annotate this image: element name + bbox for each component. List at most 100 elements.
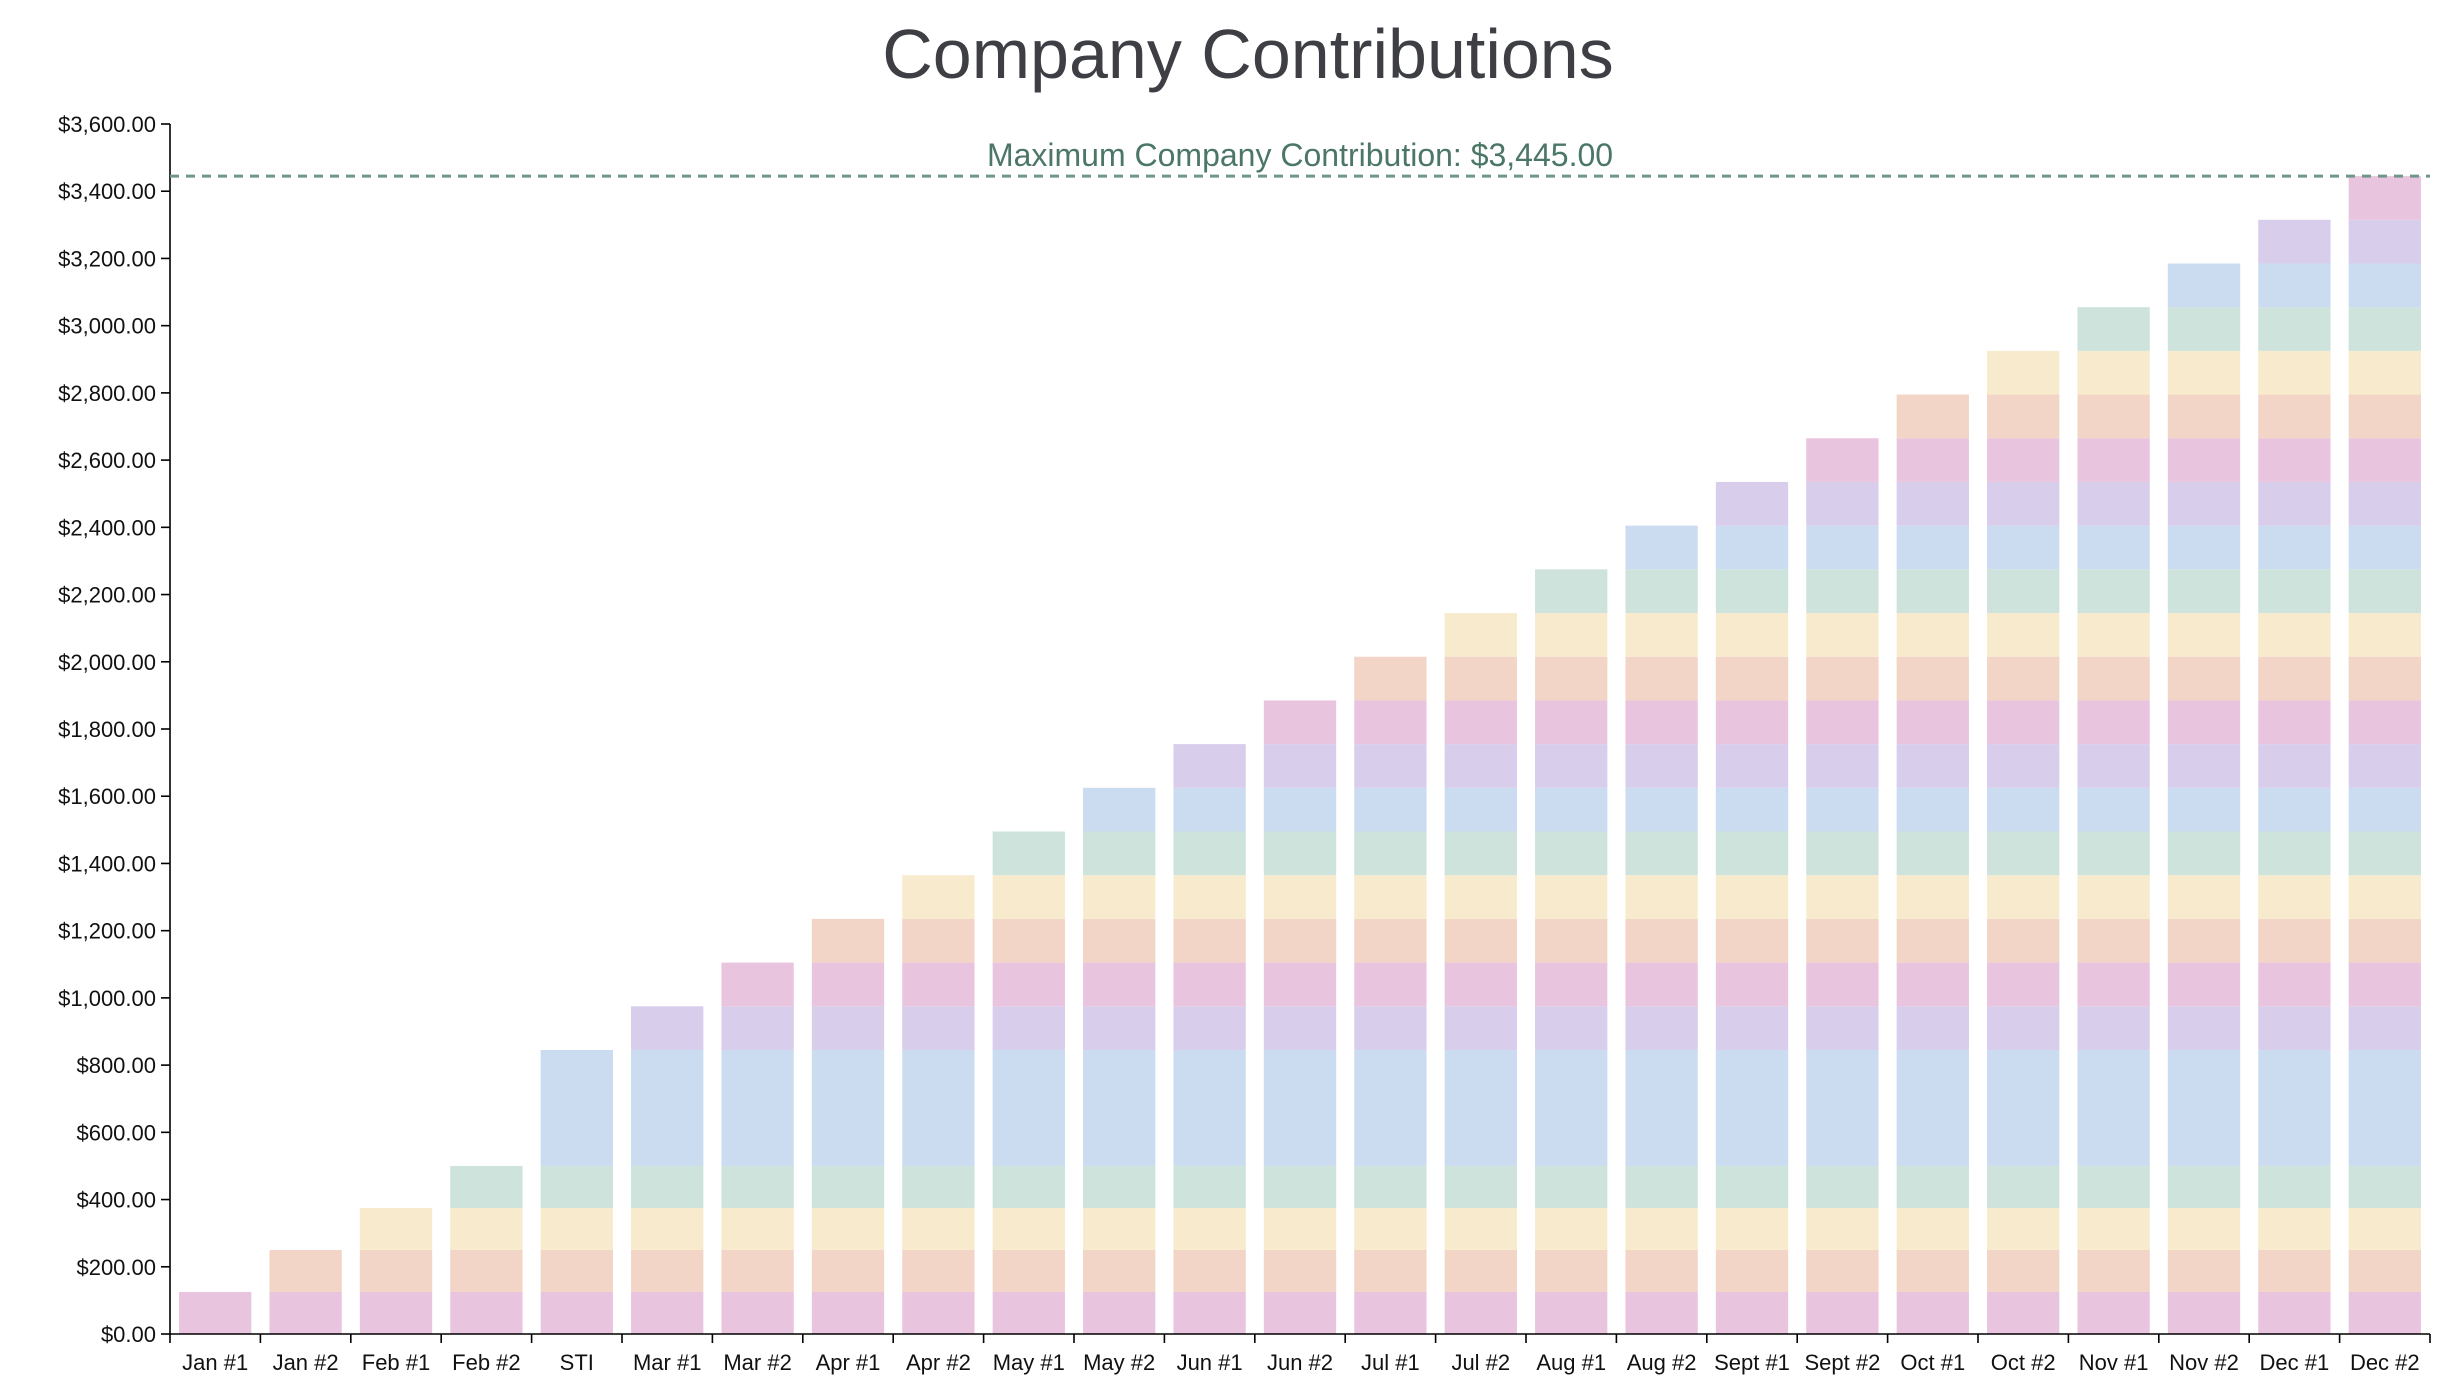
bar-segment-10-9 [992, 875, 1065, 919]
x-tick-label-24: Dec #1 [2260, 1350, 2330, 1375]
bar-segment-20-18 [1896, 481, 1969, 526]
bar-segment-12-10 [1173, 831, 1246, 876]
bar-segment-11-8 [1083, 918, 1156, 963]
y-tick-label-16: $3,200.00 [58, 246, 156, 271]
bar-segment-3-2 [359, 1249, 433, 1292]
x-tick-label-10: May #1 [993, 1350, 1065, 1375]
bar-segment-23-6 [2167, 1006, 2241, 1050]
bar-segment-20-5 [1896, 1049, 1969, 1166]
y-tick-label-6: $1,200.00 [58, 919, 156, 944]
bar-segment-18-7 [1715, 962, 1789, 1007]
bar-segment-17-11 [1625, 787, 1698, 832]
bar-segment-23-14 [2167, 656, 2241, 701]
bar-segment-23-16 [2167, 569, 2241, 614]
bar-segment-10-5 [992, 1049, 1065, 1166]
bar-segment-22-9 [2077, 875, 2150, 919]
bar-segment-16-12 [1535, 744, 1608, 788]
bar-segment-19-10 [1806, 831, 1879, 876]
bar-segment-15-9 [1444, 875, 1517, 919]
bar-segment-20-11 [1896, 787, 1969, 832]
bar-segment-16-6 [1535, 1006, 1608, 1050]
bar-segment-8-5 [811, 1049, 885, 1166]
bar-segment-24-6 [2258, 1006, 2331, 1050]
y-tick-label-18: $3,600.00 [58, 112, 156, 137]
x-tick-label-21: Oct #2 [1991, 1350, 2056, 1375]
bar-segment-19-7 [1806, 962, 1879, 1007]
bar-segment-10-1 [992, 1291, 1065, 1334]
bar-segment-22-3 [2077, 1207, 2150, 1250]
bar-segment-21-4 [1987, 1165, 2060, 1208]
bar-segment-19-4 [1806, 1165, 1879, 1208]
x-axis: Jan #1 Jan #2 Feb #1 Feb #2 STI Mar #1 Mar #2 A… [169, 1333, 2431, 1375]
bar-segment-16-14 [1535, 656, 1608, 701]
bar-segment-5-1 [540, 1291, 613, 1334]
bar-segment-24-7 [2258, 962, 2331, 1007]
bar-segment-22-2 [2077, 1249, 2150, 1292]
bar-segment-7-7 [721, 962, 794, 1007]
bar-segment-21-3 [1987, 1207, 2060, 1250]
bar-segment-8-8 [811, 918, 885, 963]
bar-segment-17-10 [1625, 831, 1698, 876]
bar-segment-13-6 [1263, 1006, 1337, 1050]
bar-segment-11-7 [1083, 962, 1156, 1007]
bar-segment-19-13 [1806, 700, 1879, 745]
bar-segment-4-2 [450, 1249, 523, 1292]
bar-segment-10-8 [992, 918, 1065, 963]
bar-segment-19-3 [1806, 1207, 1879, 1250]
bar-segment-7-3 [721, 1207, 794, 1250]
y-tick-label-12: $2,400.00 [58, 515, 156, 540]
bar-segment-14-12 [1354, 744, 1427, 788]
x-tick-label-23: Nov #2 [2169, 1350, 2239, 1375]
bar-segment-23-17 [2167, 525, 2241, 570]
bar-segment-15-7 [1444, 962, 1517, 1007]
y-tick-label-7: $1,400.00 [58, 851, 156, 876]
bar-segment-11-2 [1083, 1249, 1156, 1292]
bar-segment-14-5 [1354, 1049, 1427, 1166]
bar-segment-8-7 [811, 962, 885, 1007]
y-tick-label-10: $2,000.00 [58, 650, 156, 675]
bar-segment-18-15 [1715, 613, 1789, 657]
bar-segment-18-17 [1715, 525, 1789, 570]
bar-segment-13-3 [1263, 1207, 1337, 1250]
bar-segment-18-2 [1715, 1249, 1789, 1292]
bar-segment-16-9 [1535, 875, 1608, 919]
bar-segment-25-6 [2348, 1006, 2421, 1050]
bar-segment-15-10 [1444, 831, 1517, 876]
bars-group [179, 176, 2421, 1334]
bar-segment-9-6 [902, 1006, 975, 1050]
maximum-contribution-group: Maximum Company Contribution: $3,445.00 [170, 137, 2430, 178]
bar-segment-14-13 [1354, 700, 1427, 745]
bar-segment-14-8 [1354, 918, 1427, 963]
bar-segment-14-3 [1354, 1207, 1427, 1250]
bar-segment-9-9 [902, 875, 975, 919]
bar-segment-13-1 [1263, 1291, 1337, 1334]
bar-segment-4-1 [450, 1291, 523, 1334]
bar-segment-23-10 [2167, 831, 2241, 876]
bar-segment-24-13 [2258, 700, 2331, 745]
bar-segment-22-8 [2077, 918, 2150, 963]
bar-segment-19-8 [1806, 918, 1879, 963]
bar-segment-15-8 [1444, 918, 1517, 963]
bar-segment-24-5 [2258, 1049, 2331, 1166]
bar-segment-20-12 [1896, 744, 1969, 788]
bar-segment-21-16 [1987, 569, 2060, 614]
bar-segment-20-7 [1896, 962, 1969, 1007]
bar-segment-24-16 [2258, 569, 2331, 614]
bar-segment-25-13 [2348, 700, 2421, 745]
bar-segment-21-15 [1987, 613, 2060, 657]
y-tick-label-9: $1,800.00 [58, 717, 156, 742]
bar-segment-17-9 [1625, 875, 1698, 919]
bar-segment-21-1 [1987, 1291, 2060, 1334]
bar-segment-21-2 [1987, 1249, 2060, 1292]
x-tick-label-17: Aug #2 [1627, 1350, 1697, 1375]
bar-segment-24-22 [2258, 307, 2331, 351]
bar-segment-21-7 [1987, 962, 2060, 1007]
bar-segment-25-4 [2348, 1165, 2421, 1208]
bar-segment-22-12 [2077, 744, 2150, 788]
bar-segment-21-10 [1987, 831, 2060, 876]
bar-segment-15-3 [1444, 1207, 1517, 1250]
bar-segment-15-1 [1444, 1291, 1517, 1334]
x-tick-label-12: Jun #1 [1177, 1350, 1243, 1375]
bar-segment-23-9 [2167, 875, 2241, 919]
bar-segment-17-7 [1625, 962, 1698, 1007]
